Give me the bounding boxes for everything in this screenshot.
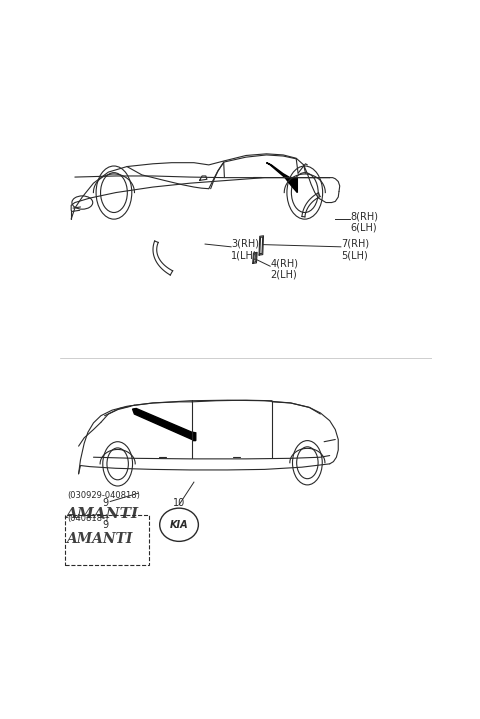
Text: 9: 9: [103, 498, 109, 508]
Text: AMANTI: AMANTI: [66, 531, 132, 546]
Text: 3(RH)
1(LH): 3(RH) 1(LH): [231, 239, 259, 260]
Text: KIA: KIA: [170, 520, 188, 530]
Polygon shape: [132, 408, 192, 439]
Text: 10: 10: [173, 498, 185, 508]
Text: (030929-040818): (030929-040818): [67, 492, 140, 500]
Text: AMANTI: AMANTI: [66, 507, 139, 521]
Text: 4(RH)
2(LH): 4(RH) 2(LH): [270, 258, 298, 280]
Polygon shape: [266, 162, 297, 193]
Bar: [65, 516, 148, 565]
Text: 8(RH)
6(LH): 8(RH) 6(LH): [350, 211, 378, 233]
Text: 7(RH)
5(LH): 7(RH) 5(LH): [341, 239, 369, 260]
Polygon shape: [193, 432, 196, 441]
Text: (040818-): (040818-): [67, 513, 108, 523]
Text: 9: 9: [103, 520, 109, 530]
